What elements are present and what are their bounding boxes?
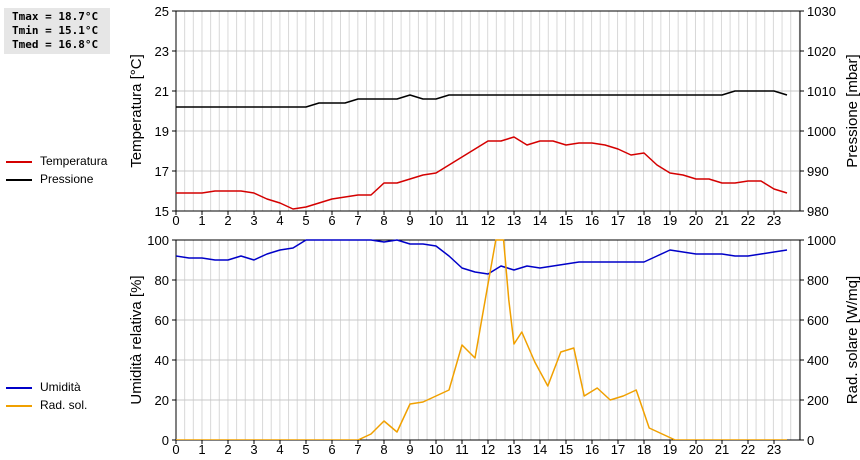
x-tick-label: 0 bbox=[172, 213, 179, 228]
x-tick-label: 18 bbox=[637, 213, 651, 228]
grid bbox=[175, 10, 800, 212]
y-tick-label-right: 1010 bbox=[807, 84, 836, 99]
chart-panel-2: 0 1 2 3 4 5 6 7 8 9 10 11 12 13 14 15 16 17 18 19 20 21 22 2302… bbox=[128, 233, 860, 457]
x-tick-label: 1 bbox=[198, 213, 205, 228]
legend-label: Pressione bbox=[40, 172, 94, 186]
y-tick-label-left: 0 bbox=[162, 433, 169, 448]
legend-swatch-temperatura bbox=[6, 161, 32, 163]
stats-box: Tmax = 18.7°C Tmin = 15.1°C Tmed = 16.8°… bbox=[4, 8, 110, 54]
x-tick-label: 3 bbox=[250, 442, 257, 457]
x-tick-label: 9 bbox=[406, 442, 413, 457]
series-line-temperatura bbox=[176, 136, 788, 210]
y-tick-label-right: 990 bbox=[807, 164, 829, 179]
y-tick-label-right: 1020 bbox=[807, 44, 836, 59]
y-tick-label-left: 21 bbox=[155, 84, 169, 99]
x-tick-label: 22 bbox=[741, 213, 755, 228]
x-tick-label: 4 bbox=[276, 213, 283, 228]
x-tick-label: 11 bbox=[455, 442, 469, 457]
x-tick-label: 14 bbox=[533, 442, 547, 457]
legend-label: Temperatura bbox=[40, 154, 108, 168]
x-tick-label: 6 bbox=[328, 213, 335, 228]
chart-panel-1: 0 1 2 3 4 5 6 7 8 9 10 11 12 13 14 15 16 17 18 19 20 21 22 2315… bbox=[128, 4, 860, 228]
series-line-umidit bbox=[176, 239, 788, 275]
y-tick-label-right: 800 bbox=[807, 273, 829, 288]
legend-swatch-pressione bbox=[6, 179, 32, 181]
x-tick-label: 23 bbox=[767, 442, 781, 457]
grid bbox=[175, 239, 800, 441]
x-tick-label: 17 bbox=[611, 442, 625, 457]
y-tick-label-left: 25 bbox=[155, 4, 169, 19]
x-tick-label: 12 bbox=[481, 442, 495, 457]
y-tick-label-right: 200 bbox=[807, 393, 829, 408]
x-tick-label: 16 bbox=[585, 442, 599, 457]
y-tick-label-right: 980 bbox=[807, 204, 829, 219]
y-tick-label-left: 60 bbox=[155, 313, 169, 328]
x-tick-label: 20 bbox=[689, 213, 703, 228]
x-tick-label: 5 bbox=[302, 213, 309, 228]
x-tick-label: 2 bbox=[224, 442, 231, 457]
y-tick-label-left: 23 bbox=[155, 44, 169, 59]
legend-label: Rad. sol. bbox=[40, 398, 88, 412]
y-axis-label-right: Pressione [mbar] bbox=[844, 54, 860, 167]
x-tick-label: 7 bbox=[354, 442, 361, 457]
tmed-text: Tmed = 16.8°C bbox=[12, 38, 99, 51]
x-tick-label: 0 bbox=[172, 442, 179, 457]
x-tick-label: 12 bbox=[481, 213, 495, 228]
x-tick-label: 17 bbox=[611, 213, 625, 228]
x-tick-label: 23 bbox=[767, 213, 781, 228]
x-tick-label: 1 bbox=[198, 442, 205, 457]
x-tick-label: 6 bbox=[328, 442, 335, 457]
x-tick-label: 20 bbox=[689, 442, 703, 457]
legend-swatch-rad-sol bbox=[6, 405, 32, 407]
y-axis-label-left: Temperatura [°C] bbox=[128, 54, 145, 168]
x-tick-label: 2 bbox=[224, 213, 231, 228]
x-tick-label: 18 bbox=[637, 442, 651, 457]
y-tick-label-left: 15 bbox=[155, 204, 169, 219]
x-tick-label: 7 bbox=[354, 213, 361, 228]
x-tick-label: 13 bbox=[507, 442, 521, 457]
x-tick-label: 11 bbox=[455, 213, 469, 228]
y-tick-label-left: 17 bbox=[155, 164, 169, 179]
y-tick-label-right: 0 bbox=[807, 433, 814, 448]
x-tick-label: 4 bbox=[276, 442, 283, 457]
x-tick-label: 14 bbox=[533, 213, 547, 228]
x-tick-label: 19 bbox=[663, 213, 677, 228]
y-tick-label-right: 1000 bbox=[807, 233, 836, 248]
y-tick-label-left: 40 bbox=[155, 353, 169, 368]
x-tick-label: 16 bbox=[585, 213, 599, 228]
x-tick-label: 21 bbox=[715, 213, 729, 228]
x-tick-label: 10 bbox=[429, 213, 443, 228]
legend-swatch-umidita bbox=[6, 387, 32, 389]
y-axis-label-left: Umidità relativa [%] bbox=[128, 275, 145, 404]
series-line-rad-sol bbox=[176, 239, 787, 440]
x-tick-label: 5 bbox=[302, 442, 309, 457]
x-tick-label: 15 bbox=[559, 213, 573, 228]
x-tick-label: 8 bbox=[380, 442, 387, 457]
y-tick-label-left: 80 bbox=[155, 273, 169, 288]
x-tick-label: 8 bbox=[380, 213, 387, 228]
x-tick-label: 19 bbox=[663, 442, 677, 457]
x-tick-label: 21 bbox=[715, 442, 729, 457]
y-tick-label-right: 1000 bbox=[807, 124, 836, 139]
series-line-pressione bbox=[176, 90, 788, 108]
y-tick-label-left: 100 bbox=[147, 233, 169, 248]
x-tick-label: 10 bbox=[429, 442, 443, 457]
y-tick-label-left: 19 bbox=[155, 124, 169, 139]
y-tick-label-left: 20 bbox=[155, 393, 169, 408]
x-tick-label: 22 bbox=[741, 442, 755, 457]
y-axis-label-right: Rad. solare [W/mq] bbox=[844, 276, 860, 404]
x-tick-label: 9 bbox=[406, 213, 413, 228]
x-tick-label: 15 bbox=[559, 442, 573, 457]
legend-label: Umidità bbox=[40, 380, 81, 394]
x-tick-label: 13 bbox=[507, 213, 521, 228]
y-tick-label-right: 400 bbox=[807, 353, 829, 368]
x-tick-label: 3 bbox=[250, 213, 257, 228]
y-tick-label-right: 1030 bbox=[807, 4, 836, 19]
y-tick-label-right: 600 bbox=[807, 313, 829, 328]
tmax-text: Tmax = 18.7°C bbox=[12, 10, 99, 23]
tmin-text: Tmin = 15.1°C bbox=[12, 24, 99, 37]
